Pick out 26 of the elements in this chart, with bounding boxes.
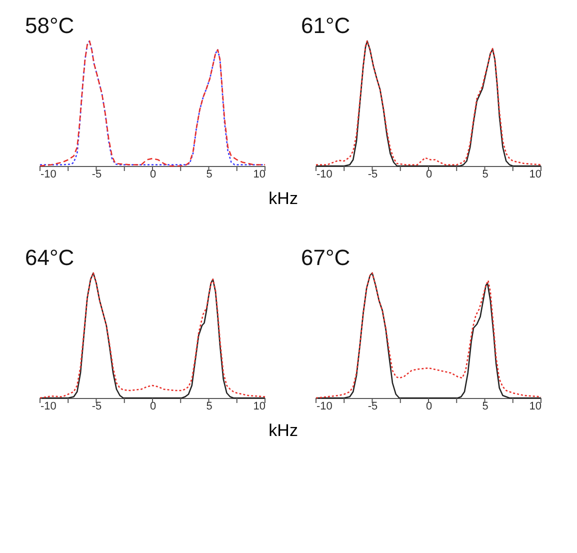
- x-tick-label: 10: [529, 400, 542, 412]
- x-tick-label: -10: [40, 400, 56, 412]
- x-tick-label: -5: [92, 168, 102, 180]
- chart-title: 67°C: [301, 245, 350, 270]
- x-tick-label: -10: [40, 168, 56, 180]
- chart-title: 61°C: [301, 13, 350, 38]
- x-tick-label: -5: [368, 400, 378, 412]
- x-axis-title: kHz: [268, 421, 298, 440]
- x-tick-label: 10: [253, 168, 266, 180]
- x-tick-label: -5: [92, 400, 102, 412]
- x-tick-label: 5: [482, 400, 488, 412]
- x-tick-label: 0: [426, 168, 432, 180]
- x-tick-label: -10: [316, 400, 332, 412]
- x-tick-label: -10: [316, 168, 332, 180]
- x-tick-label: 5: [482, 168, 488, 180]
- chart-title: 58°C: [25, 13, 74, 38]
- x-tick-label: 5: [206, 168, 212, 180]
- x-tick-label: 5: [206, 400, 212, 412]
- x-tick-label: 10: [253, 400, 266, 412]
- chart-title: 64°C: [25, 245, 74, 270]
- x-tick-label: 0: [426, 400, 432, 412]
- x-tick-label: -5: [368, 168, 378, 180]
- x-tick-label: 10: [529, 168, 542, 180]
- x-axis-title: kHz: [268, 189, 298, 208]
- x-tick-label: 0: [150, 400, 156, 412]
- x-tick-label: 0: [150, 168, 156, 180]
